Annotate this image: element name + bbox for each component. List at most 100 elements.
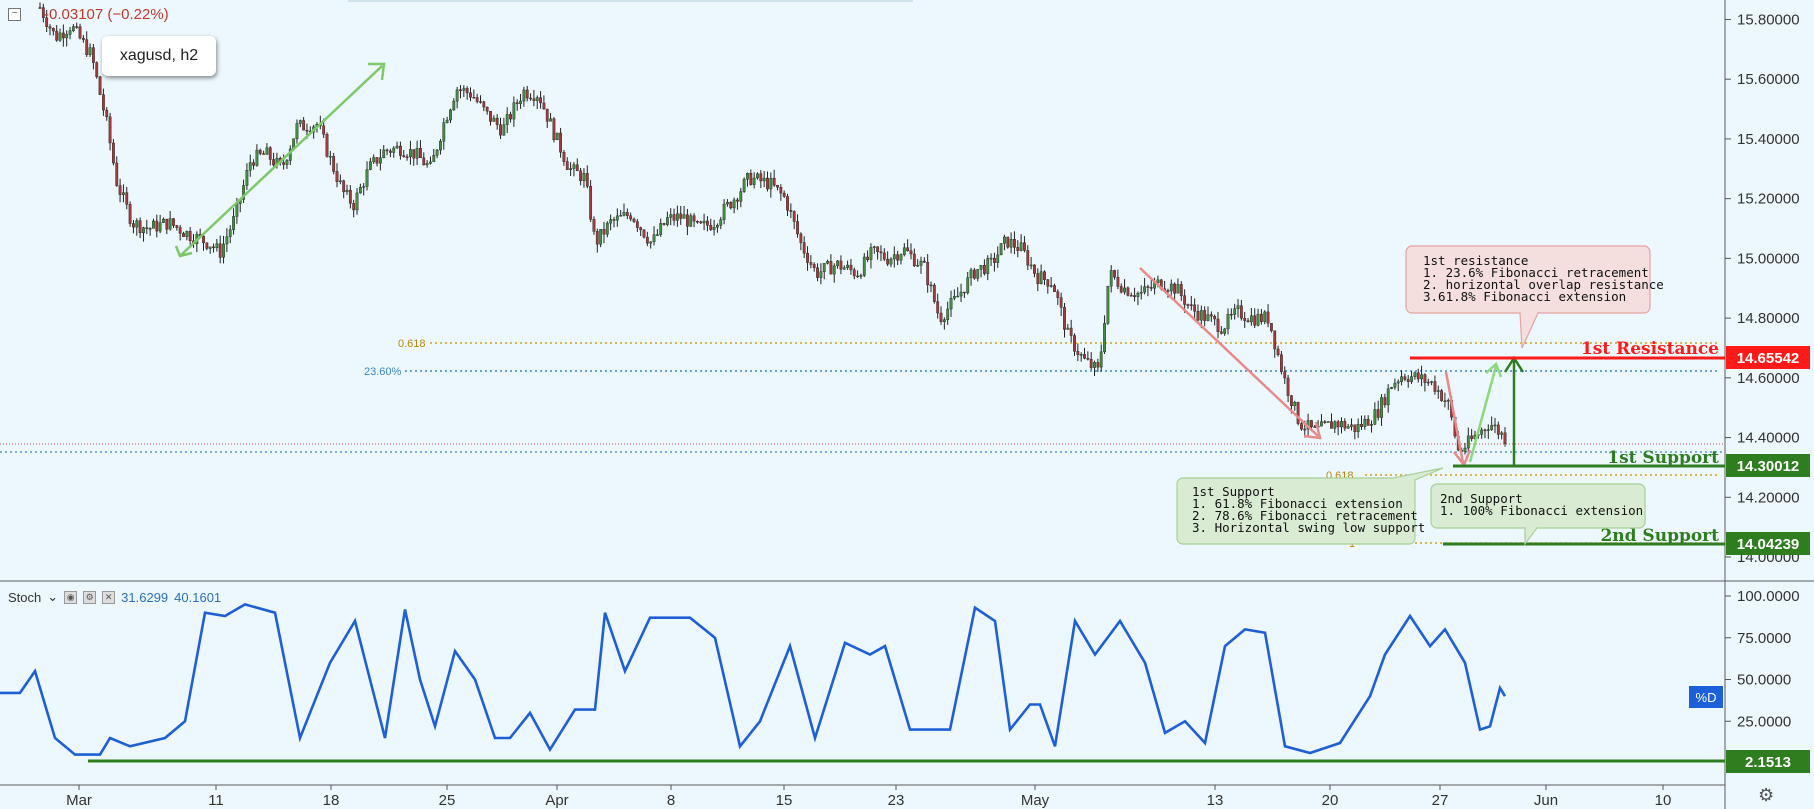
time-axis: Mar 11 18 25 Apr 8 15 23 May 13 20 27 Jun 10 bbox=[66, 785, 1671, 809]
resistance-price-tag bbox=[1726, 346, 1810, 369]
candle-body bbox=[746, 173, 749, 180]
osc-pane[interactable] bbox=[0, 582, 1725, 785]
candle-body bbox=[879, 251, 883, 254]
support2-note[interactable]: 2nd Support 1. 100% Fibonacci extension bbox=[1430, 483, 1646, 546]
candle-body bbox=[81, 37, 85, 40]
candle-body bbox=[632, 218, 636, 222]
stoch-name[interactable]: Stoch bbox=[8, 589, 42, 605]
settings-gear-icon[interactable]: ⚙ bbox=[1758, 785, 1775, 805]
stoch-d-badge bbox=[1689, 686, 1723, 708]
candle-body bbox=[1056, 291, 1060, 298]
candle-body bbox=[1263, 311, 1267, 322]
header-bar: -0.03107 (−0.22%) bbox=[0, 0, 169, 28]
resistance-note[interactable]: 1st resistance 1. 23.6% Fibonacci retrac… bbox=[1405, 245, 1664, 349]
candle-body bbox=[1256, 313, 1260, 326]
candle-body bbox=[439, 141, 442, 151]
candle-body bbox=[1069, 327, 1073, 336]
stoch-line[interactable] bbox=[0, 603, 1507, 756]
candle-body bbox=[1123, 287, 1126, 293]
candle-body bbox=[112, 142, 115, 164]
time-tick-label: 15 bbox=[776, 792, 793, 809]
stoch-legend[interactable]: Stoch ⌄ ◉ ⚙ ✕ 31.6299 40.1601 bbox=[8, 589, 221, 605]
candle-body bbox=[1179, 284, 1183, 296]
symbol-label-box[interactable]: xagusd, h2 bbox=[102, 36, 216, 76]
candle-body bbox=[916, 265, 920, 267]
candle-body bbox=[585, 173, 589, 187]
candle-body bbox=[983, 265, 986, 274]
candle-body bbox=[866, 256, 870, 260]
candle-body bbox=[1079, 354, 1083, 356]
candle-body bbox=[218, 243, 222, 258]
candle-body bbox=[615, 215, 619, 221]
candle-body bbox=[806, 252, 809, 263]
candle-body bbox=[358, 186, 362, 194]
candle-body bbox=[996, 254, 1000, 263]
price-change: -0.03107 (−0.22%) bbox=[44, 5, 169, 23]
support1-note[interactable]: 1st Support 1. 61.8% Fibonacci extension… bbox=[1176, 467, 1444, 545]
candle-body bbox=[98, 76, 102, 95]
candle-body bbox=[235, 203, 239, 217]
candle-body bbox=[419, 148, 422, 159]
candle-body bbox=[782, 192, 786, 197]
osc-tick-label: 50.0000 bbox=[1737, 672, 1791, 689]
candle-body bbox=[432, 155, 436, 163]
candle-body bbox=[672, 214, 676, 221]
candle-body bbox=[529, 97, 532, 100]
collapse-icon[interactable]: − bbox=[8, 8, 21, 21]
candle-body bbox=[125, 192, 129, 205]
stoch-d-label: %D bbox=[1696, 690, 1717, 705]
candle-body bbox=[706, 220, 709, 226]
candle-body bbox=[796, 221, 799, 235]
close-icon[interactable]: ✕ bbox=[102, 590, 116, 604]
candle-body bbox=[832, 265, 836, 275]
candle-body bbox=[602, 229, 606, 235]
candle-body bbox=[1136, 292, 1140, 297]
time-tick-label: 23 bbox=[888, 792, 905, 809]
candle-body bbox=[65, 34, 69, 39]
candle-body bbox=[592, 219, 596, 232]
candle-body bbox=[1103, 323, 1106, 353]
gear-icon[interactable]: ⚙ bbox=[83, 590, 97, 604]
time-tick-label: Apr bbox=[545, 792, 568, 809]
candle-body bbox=[1310, 420, 1313, 427]
candle-body bbox=[429, 161, 432, 164]
candle-body bbox=[388, 150, 392, 153]
candle-body bbox=[1049, 285, 1053, 287]
candle-body bbox=[655, 234, 659, 236]
trend-arrows[interactable] bbox=[174, 62, 1525, 468]
support1-price: 14.30012 bbox=[1737, 458, 1800, 475]
osc-tick-label: 25.0000 bbox=[1737, 713, 1791, 730]
candle-body bbox=[1360, 423, 1363, 427]
candle-body bbox=[1126, 287, 1130, 296]
candle-body bbox=[669, 214, 673, 218]
candle-body bbox=[902, 247, 906, 255]
candle-body bbox=[532, 98, 536, 101]
chevron-down-icon[interactable]: ⌄ bbox=[47, 589, 59, 604]
candle-body bbox=[178, 227, 182, 234]
candle-body bbox=[1363, 418, 1367, 427]
eye-icon[interactable]: ◉ bbox=[64, 590, 78, 604]
candle-body bbox=[1270, 323, 1273, 332]
candle-body bbox=[1206, 314, 1210, 321]
uptrend-arrow-2[interactable] bbox=[1468, 365, 1498, 463]
candle-body bbox=[555, 132, 559, 141]
candle-body bbox=[919, 260, 923, 266]
candle-body bbox=[766, 177, 769, 190]
downtrend-arrow-1[interactable] bbox=[1139, 267, 1319, 437]
candle-body bbox=[328, 156, 332, 158]
candle-body bbox=[776, 184, 779, 188]
candle-body bbox=[1066, 327, 1070, 330]
candle-body bbox=[816, 267, 819, 278]
candle-body bbox=[696, 221, 699, 223]
candle-body bbox=[1406, 379, 1410, 382]
candle-body bbox=[1229, 314, 1233, 316]
candle-body bbox=[228, 229, 232, 238]
candle-body bbox=[609, 219, 613, 224]
candle-body bbox=[1376, 409, 1380, 418]
uptrend-arrow[interactable] bbox=[179, 65, 383, 257]
candle-body bbox=[138, 220, 142, 234]
candle-body bbox=[1133, 295, 1136, 297]
downtrend-arrow-2[interactable] bbox=[1444, 371, 1465, 464]
arrowhead-icon bbox=[368, 62, 386, 81]
